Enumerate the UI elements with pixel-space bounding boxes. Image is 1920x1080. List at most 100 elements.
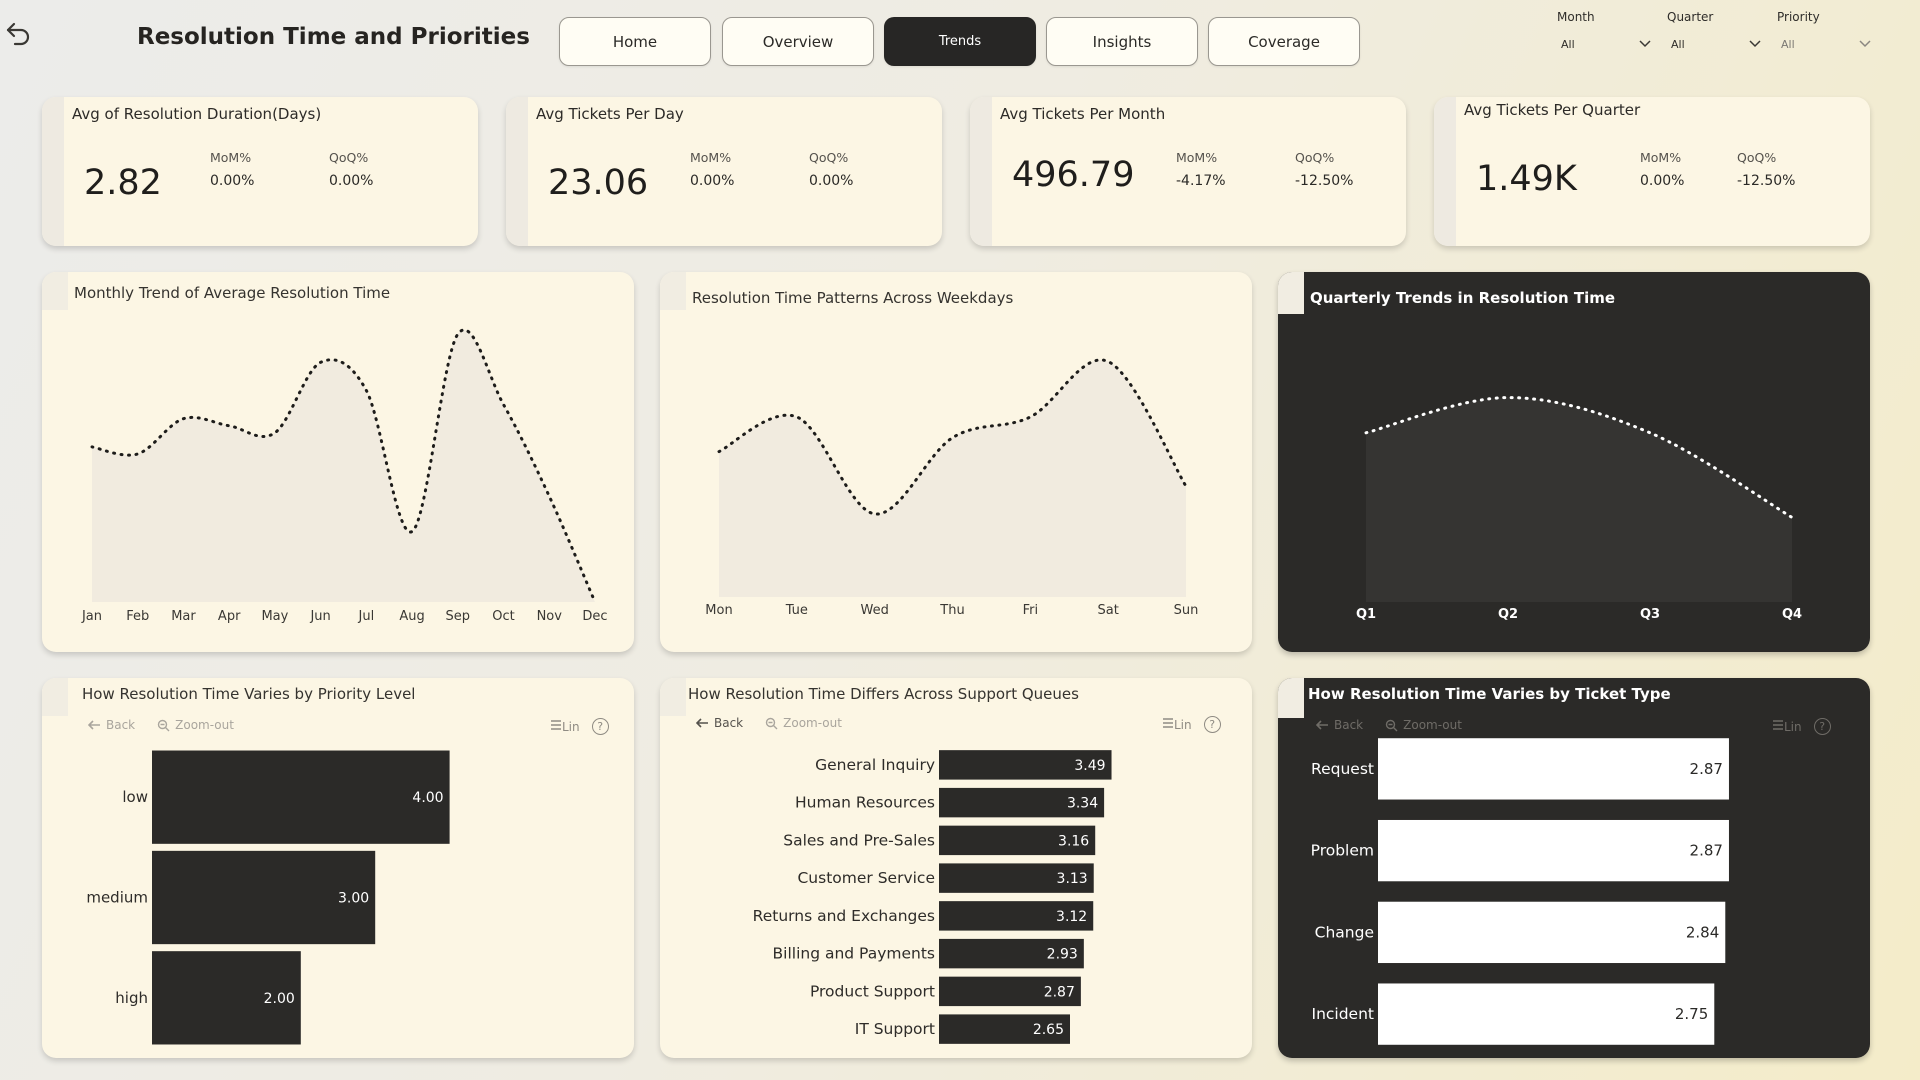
- data-point-mar[interactable]: [178, 414, 188, 424]
- chart-card-monthly-trend: Monthly Trend of Average Resolution Time…: [42, 272, 634, 652]
- priority-filter-dropdown[interactable]: All: [1777, 32, 1877, 56]
- help-icon[interactable]: ?: [1813, 718, 1831, 735]
- bar-customer-service[interactable]: [939, 863, 1094, 893]
- kpi-mom-label: MoM%: [1176, 150, 1218, 165]
- bar-medium[interactable]: [152, 850, 376, 945]
- back-arrow-icon: [1316, 720, 1328, 730]
- data-label: 2.87: [1044, 984, 1075, 1000]
- nav-coverage-button[interactable]: Coverage: [1208, 17, 1360, 66]
- data-point-tue[interactable]: [792, 412, 802, 422]
- back-label: Back: [1334, 718, 1364, 732]
- category-label: Request: [1311, 760, 1374, 778]
- data-label: 2.87: [1690, 760, 1723, 778]
- bar-high[interactable]: [152, 951, 301, 1045]
- bar-product-support[interactable]: [939, 976, 1081, 1007]
- x-tick-label: Q2: [1498, 607, 1518, 622]
- chart-card-support-queues: How Resolution Time Differs Across Suppo…: [660, 678, 1252, 1058]
- x-tick-label: Tue: [785, 603, 808, 618]
- zoom-out-button[interactable]: Zoom-out: [1385, 718, 1462, 732]
- zoom-out-button[interactable]: Zoom-out: [765, 716, 842, 730]
- chart-title: How Resolution Time Varies by Ticket Typ…: [1308, 685, 1671, 703]
- chart-title: Monthly Trend of Average Resolution Time: [74, 284, 391, 302]
- data-point-jun[interactable]: [316, 357, 326, 367]
- data-label: 2.93: [1047, 947, 1078, 963]
- data-point-q4[interactable]: [1787, 512, 1797, 522]
- zoom-out-icon: [1385, 719, 1398, 731]
- bar-incident[interactable]: [1378, 983, 1715, 1045]
- linear-scale-button[interactable]: Lin: [1772, 719, 1802, 734]
- bar-change[interactable]: [1378, 901, 1726, 964]
- data-label: 2.87: [1690, 842, 1723, 860]
- kpi-mom-label: MoM%: [1640, 150, 1682, 165]
- back-button[interactable]: Back: [1316, 718, 1363, 732]
- undo-back-icon[interactable]: [4, 18, 32, 48]
- kpi-qoq-label: QoQ%: [809, 150, 849, 165]
- bar-it-support[interactable]: [939, 1014, 1070, 1044]
- nav-trends-button[interactable]: Trends: [884, 17, 1036, 66]
- nav-home-button[interactable]: Home: [559, 17, 711, 66]
- visual-toolbar-right: Lin ?: [1162, 716, 1221, 733]
- bar-general-inquiry[interactable]: [939, 750, 1112, 780]
- data-point-dec[interactable]: [590, 597, 600, 607]
- bar-returns-and-exchanges[interactable]: [939, 901, 1094, 931]
- help-icon[interactable]: ?: [1203, 716, 1221, 733]
- zoom-out-label: Zoom-out: [175, 718, 234, 732]
- x-tick-label: Oct: [492, 609, 514, 624]
- data-point-feb[interactable]: [133, 449, 143, 459]
- data-point-nov[interactable]: [544, 491, 554, 501]
- linear-scale-button[interactable]: Lin: [1162, 717, 1192, 732]
- x-tick-label: Q1: [1356, 607, 1376, 622]
- zoom-out-button[interactable]: Zoom-out: [157, 718, 234, 732]
- kpi-qoq-value: -12.50%: [1295, 173, 1354, 189]
- data-label: 2.75: [1675, 1005, 1708, 1023]
- nav-insights-button[interactable]: Insights: [1046, 17, 1198, 66]
- visual-toolbar: Back Zoom-out: [696, 716, 842, 730]
- month-filter-dropdown[interactable]: All: [1557, 32, 1657, 56]
- data-point-sep[interactable]: [453, 329, 463, 339]
- data-point-wed[interactable]: [870, 509, 880, 519]
- data-point-jul[interactable]: [361, 386, 371, 396]
- data-label: 3.49: [1074, 758, 1105, 774]
- data-point-thu[interactable]: [948, 433, 958, 443]
- bar-billing-and-payments[interactable]: [939, 938, 1084, 969]
- chevron-down-icon: [1859, 40, 1871, 48]
- data-point-sun[interactable]: [1181, 481, 1191, 491]
- nav-overview-button[interactable]: Overview: [722, 17, 874, 66]
- quarter-filter-dropdown[interactable]: All: [1667, 32, 1767, 56]
- data-point-may[interactable]: [270, 428, 280, 438]
- kpi-qoq-value: 0.00%: [329, 173, 374, 189]
- data-point-fri[interactable]: [1025, 412, 1035, 422]
- data-point-mon[interactable]: [714, 447, 724, 457]
- bar-human-resources[interactable]: [939, 787, 1105, 818]
- data-label: 2.65: [1033, 1022, 1064, 1038]
- linear-scale-button[interactable]: Lin: [550, 719, 580, 734]
- back-label: Back: [714, 716, 744, 730]
- bar-low[interactable]: [152, 750, 450, 844]
- zoom-out-label: Zoom-out: [783, 716, 842, 730]
- data-point-apr[interactable]: [224, 421, 234, 431]
- data-point-q2[interactable]: [1503, 393, 1513, 403]
- data-point-oct[interactable]: [499, 400, 509, 410]
- data-label: 3.34: [1067, 796, 1098, 812]
- quarter-filter-value: All: [1671, 37, 1685, 51]
- data-point-aug[interactable]: [407, 527, 417, 537]
- kpi-mom-label: MoM%: [690, 150, 732, 165]
- back-button[interactable]: Back: [696, 716, 743, 730]
- kpi-qoq-label: QoQ%: [1737, 150, 1777, 165]
- help-icon[interactable]: ?: [591, 718, 609, 735]
- bar-request[interactable]: [1378, 738, 1729, 800]
- data-point-q3[interactable]: [1645, 428, 1655, 438]
- series-line: [90, 328, 597, 604]
- category-label: General Inquiry: [815, 756, 935, 774]
- category-label: low: [122, 788, 148, 806]
- bar-problem[interactable]: [1378, 819, 1729, 882]
- back-button[interactable]: Back: [88, 718, 135, 732]
- weekday-patterns-chart: Mon Tue Wed Thu Fri Sat Sun: [705, 357, 1198, 618]
- kpi-qoq-value: -12.50%: [1737, 173, 1796, 189]
- data-point-jan[interactable]: [87, 442, 97, 452]
- data-point-q1[interactable]: [1361, 428, 1371, 438]
- ticket-type-bar-chart: 2.87 Request 2.87 Problem 2.84 Change 2.75 Inci…: [1311, 738, 1729, 1045]
- kpi-title: Avg Tickets Per Day: [536, 105, 684, 123]
- data-point-sat[interactable]: [1103, 357, 1113, 367]
- bar-sales-and-pre-sales[interactable]: [939, 825, 1096, 856]
